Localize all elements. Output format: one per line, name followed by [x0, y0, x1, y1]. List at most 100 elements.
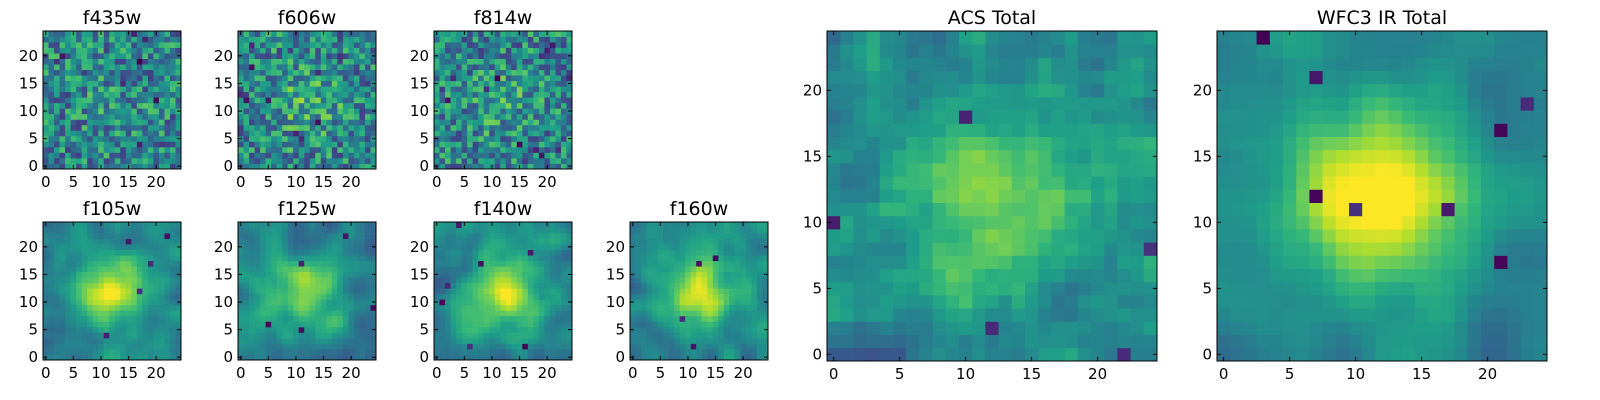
heatmap-cell	[494, 293, 501, 300]
heatmap-cell	[500, 266, 507, 273]
heatmap-cell	[120, 163, 127, 170]
heatmap-cell	[243, 75, 250, 82]
heatmap-cell	[276, 141, 283, 148]
heatmap-cell	[549, 315, 556, 322]
heatmap-cell	[337, 244, 344, 250]
heatmap-cell	[434, 75, 440, 82]
heatmap-cell	[478, 266, 485, 273]
heatmap-cell	[298, 326, 305, 333]
heatmap-cell	[136, 343, 143, 350]
heatmap-cell	[1051, 242, 1065, 256]
heatmap-cell	[566, 91, 573, 98]
heatmap-cell	[762, 337, 769, 344]
heatmap-cell	[175, 266, 182, 273]
heatmap-cell	[76, 47, 83, 54]
heatmap-cell	[131, 130, 138, 137]
heatmap-cell	[153, 124, 160, 131]
heatmap-cell	[679, 238, 686, 245]
heatmap-cell	[434, 255, 440, 262]
heatmap-cell	[43, 310, 49, 317]
heatmap-cell	[92, 58, 99, 65]
heatmap-cell	[309, 42, 316, 48]
heatmap-cell	[762, 315, 769, 322]
heatmap-cell	[287, 141, 294, 148]
heatmap-cell	[472, 227, 479, 234]
heatmap-cell	[331, 255, 338, 262]
heatmap-cell	[348, 277, 355, 284]
heatmap-cell	[544, 75, 551, 82]
heatmap-cell	[467, 293, 474, 300]
heatmap-cell	[282, 293, 289, 300]
heatmap-cell	[1038, 334, 1052, 349]
heatmap-cell	[494, 119, 501, 126]
heatmap-cell	[533, 326, 540, 333]
heatmap-cell	[293, 326, 300, 333]
heatmap-cell	[147, 293, 154, 300]
heatmap-cell	[158, 282, 165, 289]
heatmap-cell	[175, 255, 182, 262]
heatmap-cell	[287, 260, 294, 267]
heatmap-cell	[109, 304, 116, 311]
heatmap-cell	[712, 266, 719, 273]
heatmap-cell	[114, 113, 121, 120]
heatmap-cell	[59, 315, 66, 322]
heatmap-cell	[359, 135, 366, 142]
heatmap-cell	[271, 130, 278, 137]
heatmap-cell	[668, 277, 675, 284]
heatmap-cell	[522, 58, 529, 65]
heatmap-cell	[511, 80, 518, 87]
heatmap-cell	[489, 299, 496, 306]
heatmap-cell	[254, 157, 261, 164]
heatmap-cell	[827, 242, 841, 256]
heatmap-cell	[712, 282, 719, 289]
heatmap-cell	[751, 332, 758, 339]
heatmap-cell	[70, 97, 77, 104]
heatmap-cell	[657, 266, 664, 273]
heatmap-cell	[527, 86, 534, 93]
heatmap-cell	[48, 348, 55, 355]
heatmap-cell	[164, 157, 171, 164]
heatmap-cell	[348, 80, 355, 87]
heatmap-cell	[271, 157, 278, 164]
heatmap-cell	[164, 152, 171, 159]
heatmap-cell	[309, 152, 316, 159]
heatmap-cell	[331, 227, 338, 234]
heatmap-cell	[439, 288, 446, 295]
heatmap-cell	[652, 260, 658, 267]
heatmap-cell	[467, 282, 474, 289]
heatmap-cells	[827, 31, 1158, 362]
heatmap-cell	[337, 91, 344, 98]
heatmap-cell	[260, 86, 266, 93]
heatmap-cell	[276, 249, 283, 256]
heatmap-cell	[48, 321, 55, 328]
heatmap-cell	[549, 271, 556, 278]
heatmap-cell	[853, 229, 867, 243]
heatmap-cell	[456, 233, 462, 239]
heatmap-cell	[169, 271, 176, 278]
heatmap-cell	[109, 315, 116, 322]
heatmap-cell	[364, 288, 371, 295]
heatmap-cell	[87, 277, 94, 284]
heatmap-cell	[527, 152, 534, 159]
heatmap-cell	[1091, 242, 1105, 256]
heatmap-cell	[337, 157, 344, 164]
heatmap-cell	[243, 31, 250, 37]
heatmap-cell	[472, 233, 479, 239]
heatmap-cell	[276, 238, 283, 245]
heatmap-cell	[756, 354, 763, 361]
heatmap-cell	[131, 304, 138, 311]
heatmap-cell	[260, 255, 266, 262]
heatmap-cell	[364, 36, 371, 43]
heatmap-cell	[337, 113, 344, 120]
heatmap-cell	[164, 31, 171, 37]
heatmap-cell	[635, 271, 642, 278]
heatmap-cell	[566, 332, 573, 339]
heatmap-cell	[472, 47, 479, 54]
heatmap-cell	[153, 108, 160, 115]
heatmap-cell	[745, 299, 752, 306]
heatmap-cell	[718, 321, 725, 328]
heatmap-cell	[370, 102, 377, 109]
heatmap-cell	[445, 36, 451, 43]
heatmap-cell	[853, 163, 867, 177]
heatmap-cell	[919, 215, 933, 230]
